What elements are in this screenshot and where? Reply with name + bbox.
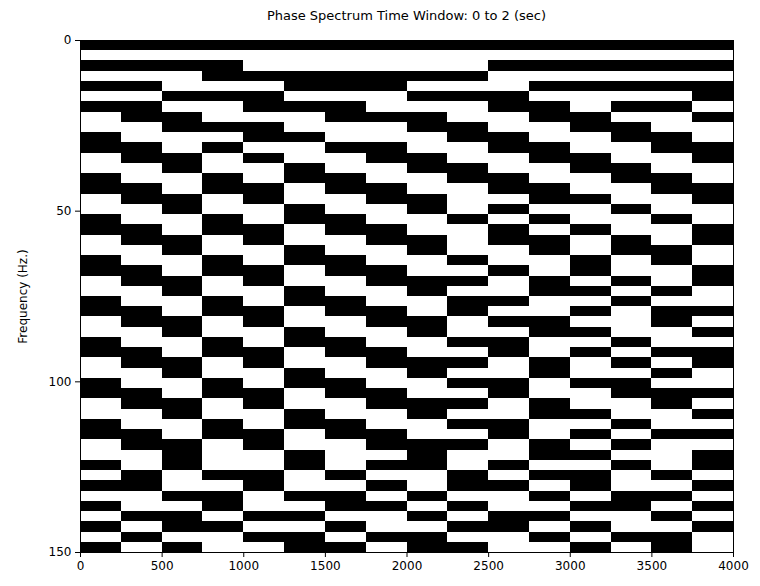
- svg-text:0: 0: [77, 559, 85, 573]
- svg-text:0: 0: [64, 33, 72, 47]
- svg-text:150: 150: [49, 545, 72, 559]
- svg-text:1500: 1500: [310, 559, 341, 573]
- svg-text:4000: 4000: [718, 559, 749, 573]
- svg-text:500: 500: [151, 559, 174, 573]
- svg-text:100: 100: [49, 375, 72, 389]
- svg-text:2500: 2500: [473, 559, 504, 573]
- svg-text:1000: 1000: [228, 559, 259, 573]
- svg-text:2000: 2000: [392, 559, 423, 573]
- html-text:Phase Spectrum Time Window: 0: Phase Spectrum Time Window: 0 to 2 (sec): [266, 8, 547, 23]
- svg-text:50: 50: [56, 204, 71, 218]
- svg-text:Frequency (Hz.): Frequency (Hz.): [16, 249, 30, 343]
- svg-text:3000: 3000: [555, 559, 586, 573]
- svg-text:3500: 3500: [637, 559, 668, 573]
